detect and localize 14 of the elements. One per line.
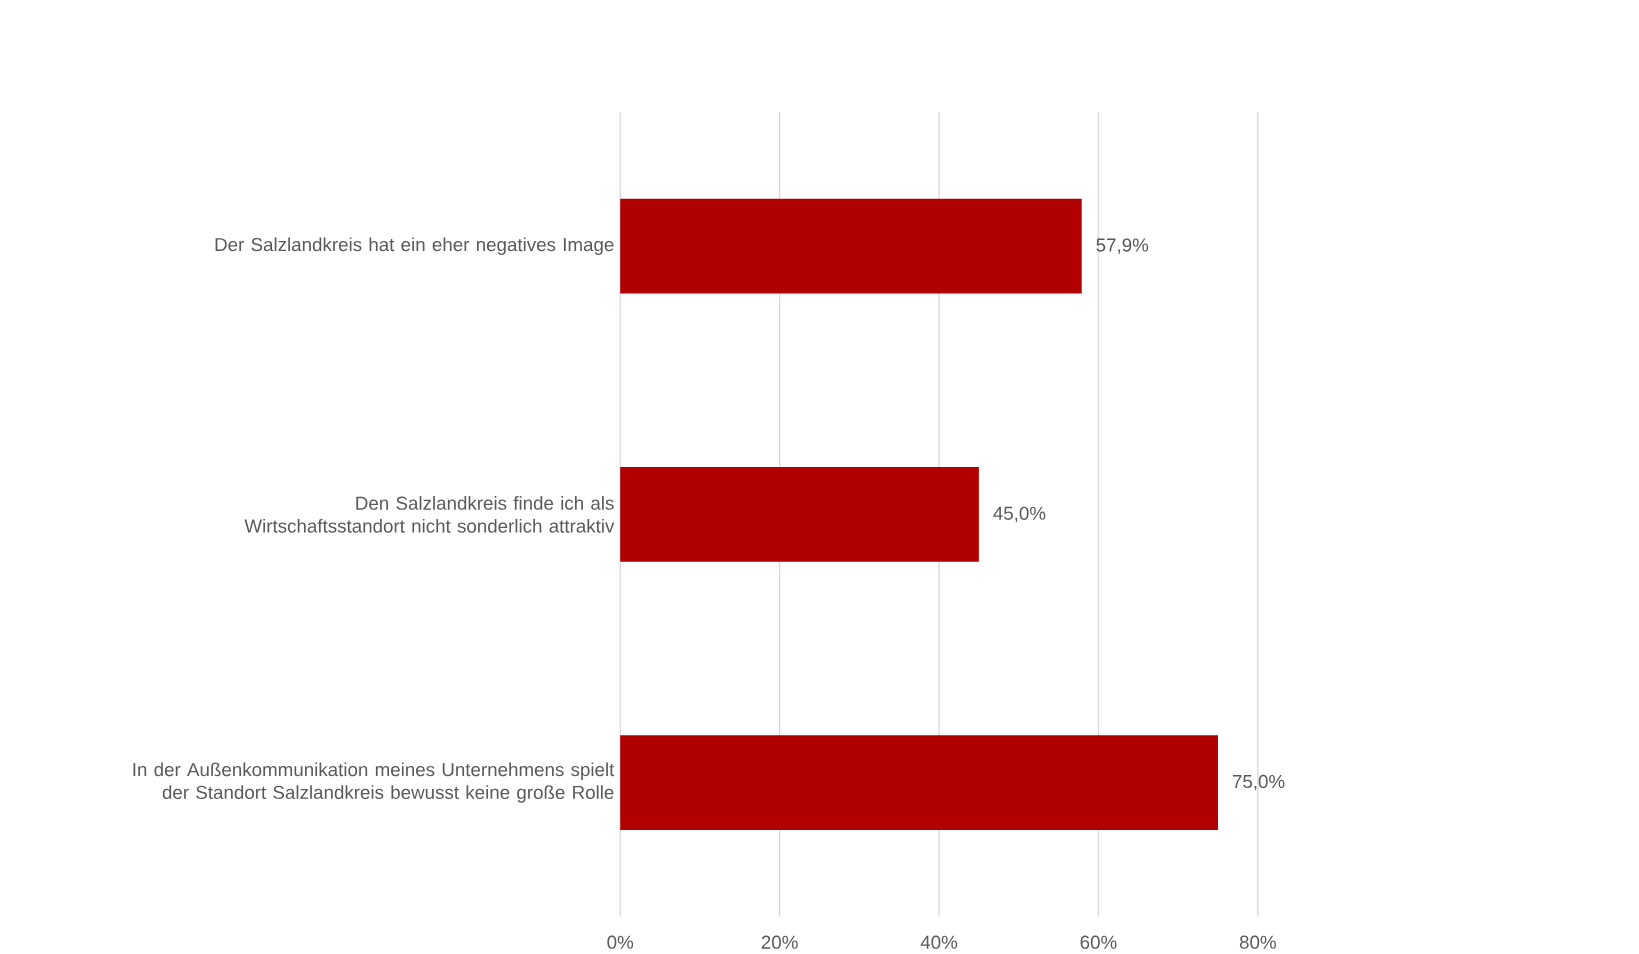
bar (620, 466, 979, 562)
x-tick-label: 40% (920, 935, 958, 949)
x-tick-label: 60% (1080, 935, 1117, 949)
data-label: 75,0% (1232, 774, 1285, 791)
y-tick-label: Der Salzlandkreis hat ein eher negatives Image (215, 237, 614, 255)
y-tick-label: Den Salzlandkreis finde ich als Wirtschaftsstandort nicht sonderlich attraktiv (244, 495, 615, 533)
data-label: 45,0% (993, 506, 1046, 523)
x-tick-label: 0% (607, 935, 634, 949)
bar (620, 198, 1082, 294)
x-tick-label: 80% (1239, 935, 1276, 949)
data-label: 57,9% (1096, 238, 1149, 254)
x-tick-label: 20% (761, 935, 798, 949)
y-tick-label: In der Außenkommunikation meines Unternehmens spielt der Standort Salzlandkreis bewusst keine große Rolle (133, 762, 615, 803)
bar (620, 735, 1218, 830)
